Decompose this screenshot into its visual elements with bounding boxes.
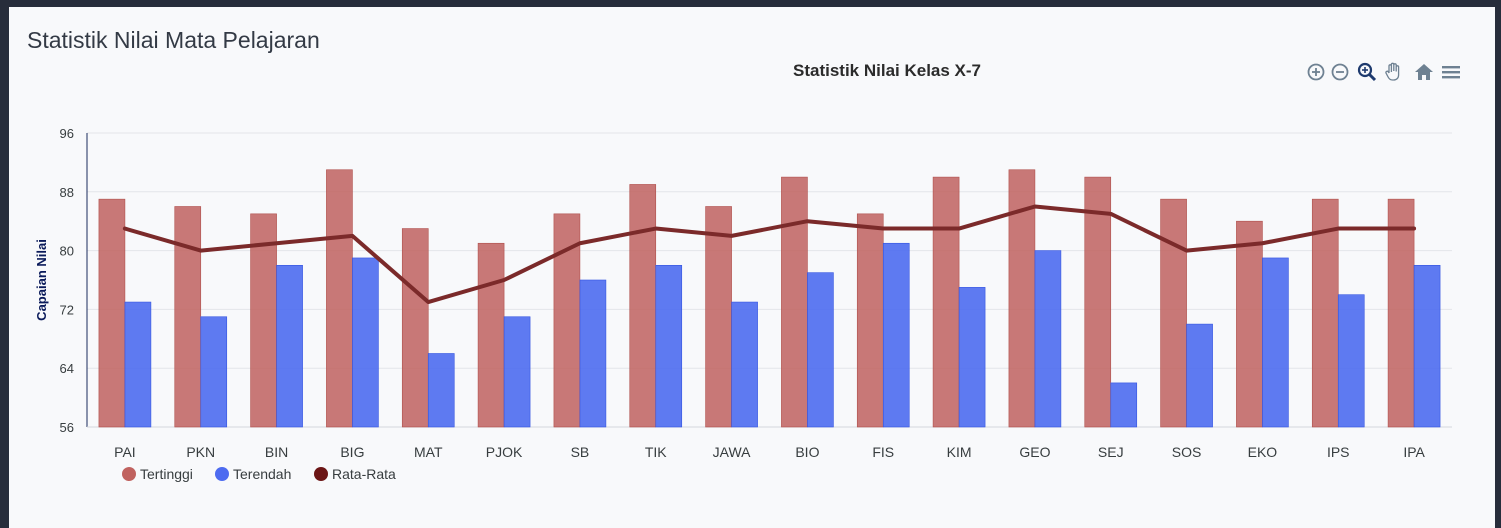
x-tick-label: PJOK: [486, 444, 523, 460]
y-tick-label: 80: [60, 244, 74, 259]
bar-tertinggi: [932, 176, 960, 428]
y-tick-label: 96: [60, 126, 74, 141]
legend-marker: [314, 467, 328, 481]
x-tick-label: JAWA: [713, 444, 752, 460]
bar-tertinggi: [1311, 198, 1339, 428]
x-tick-label: MAT: [414, 444, 443, 460]
x-tick-label: BIO: [795, 444, 819, 460]
chart-svg: Statistik Nilai Kelas X-7 56 64 72 80 88 96 Cap…: [34, 61, 1452, 482]
line-rata-rata: [122, 204, 1417, 305]
bar-terendah: [807, 272, 834, 428]
menu-icon[interactable]: [1440, 61, 1462, 83]
bar-terendah: [1413, 264, 1441, 428]
y-axis-label: Capaian Nilai: [34, 239, 49, 321]
x-tick-label: EKO: [1248, 444, 1278, 460]
bar-tertinggi: [401, 228, 429, 428]
bar-terendah: [200, 316, 228, 428]
bar-terendah: [655, 264, 683, 428]
x-tick-label: KIM: [947, 444, 972, 460]
card-title: Statistik Nilai Mata Pelajaran: [27, 27, 320, 53]
bar-tertinggi: [781, 176, 808, 428]
pan-hand-icon[interactable]: [1383, 61, 1405, 83]
bar-tertinggi: [629, 184, 657, 428]
x-tick-label: SB: [571, 444, 590, 460]
legend-marker: [215, 467, 229, 481]
legend-marker: [122, 467, 136, 481]
chart-title: Statistik Nilai Kelas X-7: [793, 61, 981, 80]
bar-terendah: [276, 264, 303, 428]
x-tick-label: FIS: [872, 444, 894, 460]
bar-tertinggi: [1084, 176, 1112, 428]
y-tick-label: 64: [60, 361, 74, 376]
x-tick-label: IPA: [1403, 444, 1425, 460]
chart-card: Statistik Nilai Mata Pelajaran Statistik…: [9, 7, 1495, 528]
x-tick-label: TIK: [645, 444, 667, 460]
bar-tertinggi: [477, 242, 505, 428]
bar-terendah: [427, 353, 455, 428]
selection-zoom-icon[interactable]: [1356, 61, 1378, 83]
reset-home-icon[interactable]: [1413, 61, 1435, 83]
bar-tertinggi: [1387, 198, 1415, 428]
bar-terendah: [1186, 323, 1213, 428]
bar-tertinggi: [98, 198, 126, 428]
bar-terendah: [1034, 250, 1062, 428]
bar-terendah: [1337, 294, 1365, 428]
bar-terendah: [1262, 257, 1289, 428]
bar-terendah: [731, 301, 758, 428]
x-tick-label: BIG: [340, 444, 364, 460]
bar-terendah: [352, 257, 379, 428]
zoom-out-icon[interactable]: [1329, 61, 1351, 83]
y-tick-label: 56: [60, 420, 74, 435]
bar-terendah: [124, 301, 152, 428]
bar-terendah: [503, 316, 531, 428]
bar-tertinggi: [1160, 198, 1187, 428]
bar-terendah: [958, 287, 986, 428]
zoom-in-icon[interactable]: [1305, 61, 1327, 83]
bar-terendah: [579, 279, 607, 428]
bar-tertinggi: [250, 213, 277, 428]
legend-label: Terendah: [233, 466, 291, 482]
x-tick-label: IPS: [1327, 444, 1350, 460]
x-tick-label: SEJ: [1098, 444, 1124, 460]
bar-tertinggi: [1236, 220, 1263, 428]
x-tick-label: PAI: [114, 444, 136, 460]
y-tick-label: 72: [60, 302, 74, 317]
bar-tertinggi: [705, 206, 732, 428]
x-tick-label: BIN: [265, 444, 288, 460]
x-tick-label: GEO: [1019, 444, 1050, 460]
legend-label: Tertinggi: [140, 466, 193, 482]
y-tick-label: 88: [60, 185, 74, 200]
x-tick-label: PKN: [186, 444, 215, 460]
bar-tertinggi: [174, 206, 202, 428]
legend-label: Rata-Rata: [332, 466, 396, 482]
bar-tertinggi: [856, 213, 884, 428]
bar-tertinggi: [326, 169, 353, 428]
bar-terendah: [1110, 382, 1138, 428]
bar-terendah: [882, 242, 910, 428]
x-tick-label: SOS: [1172, 444, 1202, 460]
